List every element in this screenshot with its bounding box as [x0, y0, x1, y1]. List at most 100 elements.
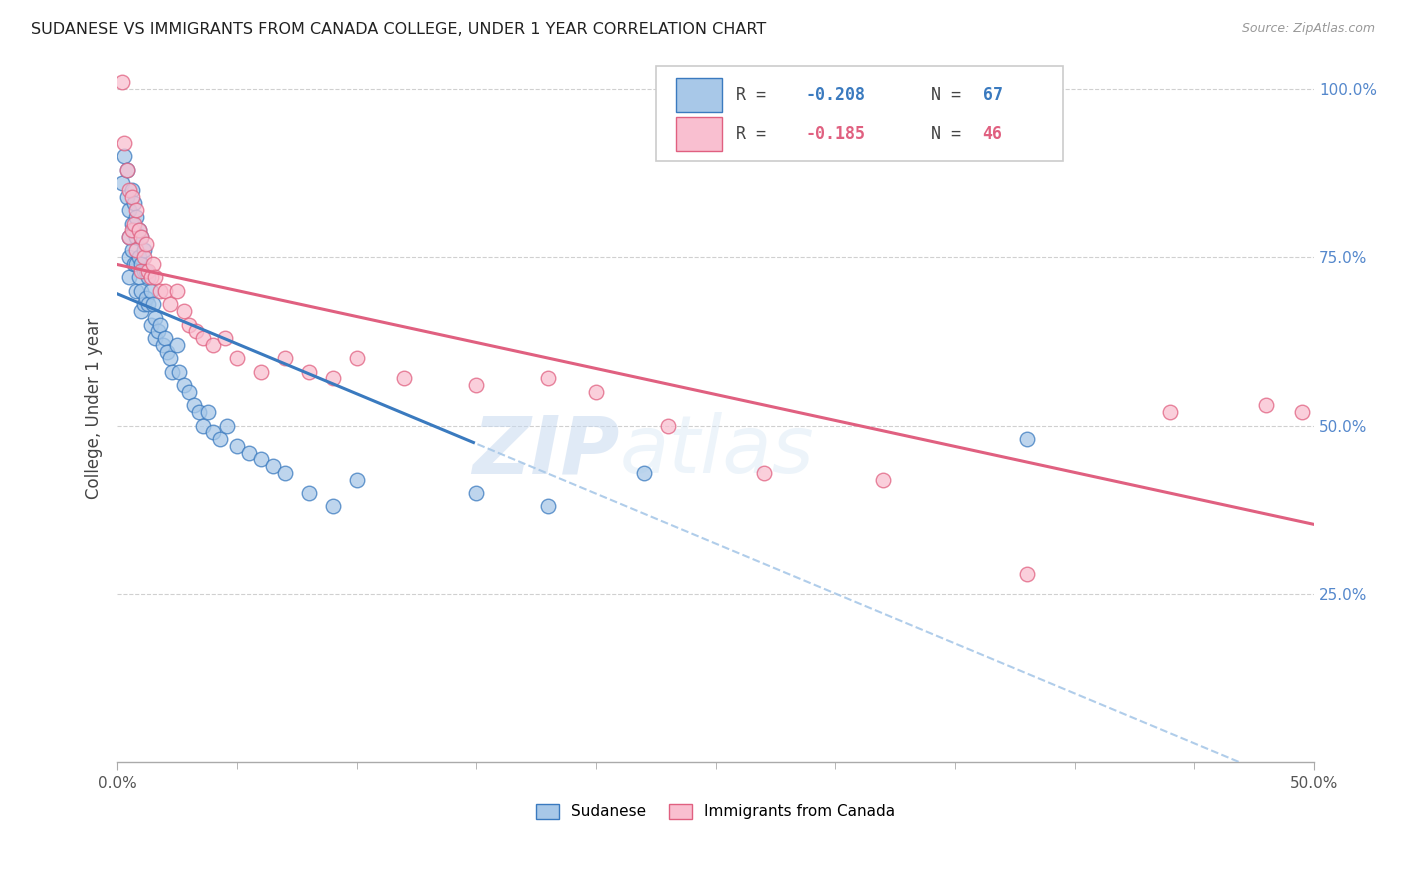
Point — [217, 418, 239, 433]
Point — [118, 183, 141, 197]
Text: 46: 46 — [983, 125, 1002, 143]
Point — [1015, 566, 1038, 581]
Point — [136, 263, 159, 277]
Point — [186, 324, 208, 338]
Point — [298, 365, 321, 379]
Point — [262, 458, 284, 473]
FancyBboxPatch shape — [655, 66, 1063, 161]
Bar — [676, 78, 721, 112]
Point — [1015, 432, 1038, 446]
Point — [346, 473, 368, 487]
Point — [112, 149, 135, 163]
Point — [118, 230, 141, 244]
Point — [752, 466, 775, 480]
Point — [111, 75, 134, 89]
Text: R =: R = — [735, 86, 776, 103]
Point — [238, 445, 260, 459]
Point — [125, 203, 148, 218]
Point — [250, 452, 273, 467]
Point — [146, 324, 169, 338]
Point — [153, 331, 176, 345]
Point — [139, 318, 162, 332]
Point — [125, 210, 148, 224]
Point — [193, 331, 215, 345]
Point — [657, 418, 679, 433]
Point — [225, 351, 247, 366]
Point — [152, 338, 174, 352]
Point — [274, 351, 297, 366]
Point — [125, 244, 148, 258]
Text: Source: ZipAtlas.com: Source: ZipAtlas.com — [1241, 22, 1375, 36]
Point — [173, 378, 195, 392]
Text: N =: N = — [911, 125, 970, 143]
Point — [122, 196, 145, 211]
Point — [322, 500, 344, 514]
Point — [132, 244, 155, 258]
Point — [149, 284, 172, 298]
Point — [159, 297, 181, 311]
Point — [149, 318, 172, 332]
Point — [115, 162, 138, 177]
Point — [166, 284, 188, 298]
Y-axis label: College, Under 1 year: College, Under 1 year — [86, 318, 103, 500]
Text: -0.185: -0.185 — [806, 125, 866, 143]
Point — [145, 331, 167, 345]
Point — [115, 189, 138, 203]
Text: SUDANESE VS IMMIGRANTS FROM CANADA COLLEGE, UNDER 1 YEAR CORRELATION CHART: SUDANESE VS IMMIGRANTS FROM CANADA COLLE… — [31, 22, 766, 37]
Point — [132, 297, 155, 311]
Bar — [676, 117, 721, 151]
Point — [274, 466, 297, 480]
Point — [1256, 399, 1278, 413]
Point — [169, 365, 191, 379]
Point — [537, 500, 560, 514]
Point — [122, 217, 145, 231]
Point — [121, 244, 143, 258]
Point — [346, 351, 368, 366]
Point — [135, 236, 157, 251]
Point — [135, 291, 157, 305]
Point — [156, 344, 179, 359]
Point — [145, 310, 167, 325]
Point — [197, 405, 219, 419]
Point — [121, 217, 143, 231]
Point — [145, 270, 167, 285]
Point — [159, 351, 181, 366]
Point — [118, 270, 141, 285]
Point — [129, 257, 152, 271]
Point — [173, 304, 195, 318]
Point — [135, 263, 157, 277]
Point — [193, 418, 215, 433]
Text: ZIP: ZIP — [472, 412, 620, 491]
Point — [1159, 405, 1181, 419]
Point — [209, 432, 232, 446]
Point — [585, 384, 607, 399]
Point — [201, 338, 224, 352]
Text: -0.208: -0.208 — [806, 86, 866, 103]
Text: N =: N = — [911, 86, 970, 103]
Point — [121, 183, 143, 197]
Point — [125, 257, 148, 271]
Point — [136, 270, 159, 285]
Point — [136, 297, 159, 311]
Point — [129, 304, 152, 318]
Point — [142, 297, 165, 311]
Point — [128, 270, 150, 285]
Point — [633, 466, 655, 480]
Point — [129, 230, 152, 244]
Point — [128, 250, 150, 264]
Point — [872, 473, 894, 487]
Point — [118, 250, 141, 264]
Point — [322, 371, 344, 385]
Point — [166, 338, 188, 352]
Legend: Sudanese, Immigrants from Canada: Sudanese, Immigrants from Canada — [530, 797, 901, 825]
Point — [125, 284, 148, 298]
Point — [129, 230, 152, 244]
Point — [142, 257, 165, 271]
Point — [201, 425, 224, 440]
Point — [153, 284, 176, 298]
Point — [128, 223, 150, 237]
Point — [118, 230, 141, 244]
Point — [111, 176, 134, 190]
Point — [132, 250, 155, 264]
Point — [129, 263, 152, 277]
